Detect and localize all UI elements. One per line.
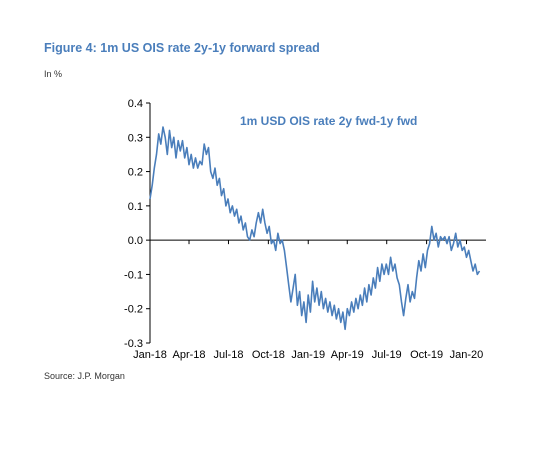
y-tick-label: 0.2 — [128, 167, 143, 179]
x-tick-label: Jul-18 — [213, 349, 243, 361]
x-tick-label: Jul-19 — [372, 349, 402, 361]
x-tick-label: Jan-18 — [133, 349, 167, 361]
y-tick-label: 0.1 — [128, 201, 143, 213]
y-tick-label: -0.3 — [124, 338, 143, 350]
y-axis: 0.4 0.3 0.2 0.1 0.0 -0.1 -0.2 -0.3 — [124, 98, 151, 350]
figure-title: Figure 4: 1m US OIS rate 2y-1y forward s… — [44, 41, 320, 55]
y-tick-label: 0.4 — [128, 98, 143, 110]
x-tick-label: Jan-20 — [450, 349, 484, 361]
y-tick-label: 0.0 — [128, 235, 143, 247]
series-line — [149, 126, 481, 331]
x-tick-label: Oct-18 — [252, 349, 285, 361]
y-tick-label: -0.2 — [124, 304, 143, 316]
x-tick-label: Oct-19 — [410, 349, 443, 361]
series-layer — [149, 126, 481, 331]
x-tick-label: Apr-19 — [331, 349, 364, 361]
x-tick-label: Jan-19 — [291, 349, 325, 361]
source-note: Source: J.P. Morgan — [44, 371, 125, 381]
series-label: 1m USD OIS rate 2y fwd-1y fwd — [240, 114, 417, 128]
x-tick-label: Apr-18 — [173, 349, 206, 361]
y-tick-label: 0.3 — [128, 132, 143, 144]
y-tick-label: -0.1 — [124, 269, 143, 281]
unit-label: In % — [44, 69, 63, 79]
